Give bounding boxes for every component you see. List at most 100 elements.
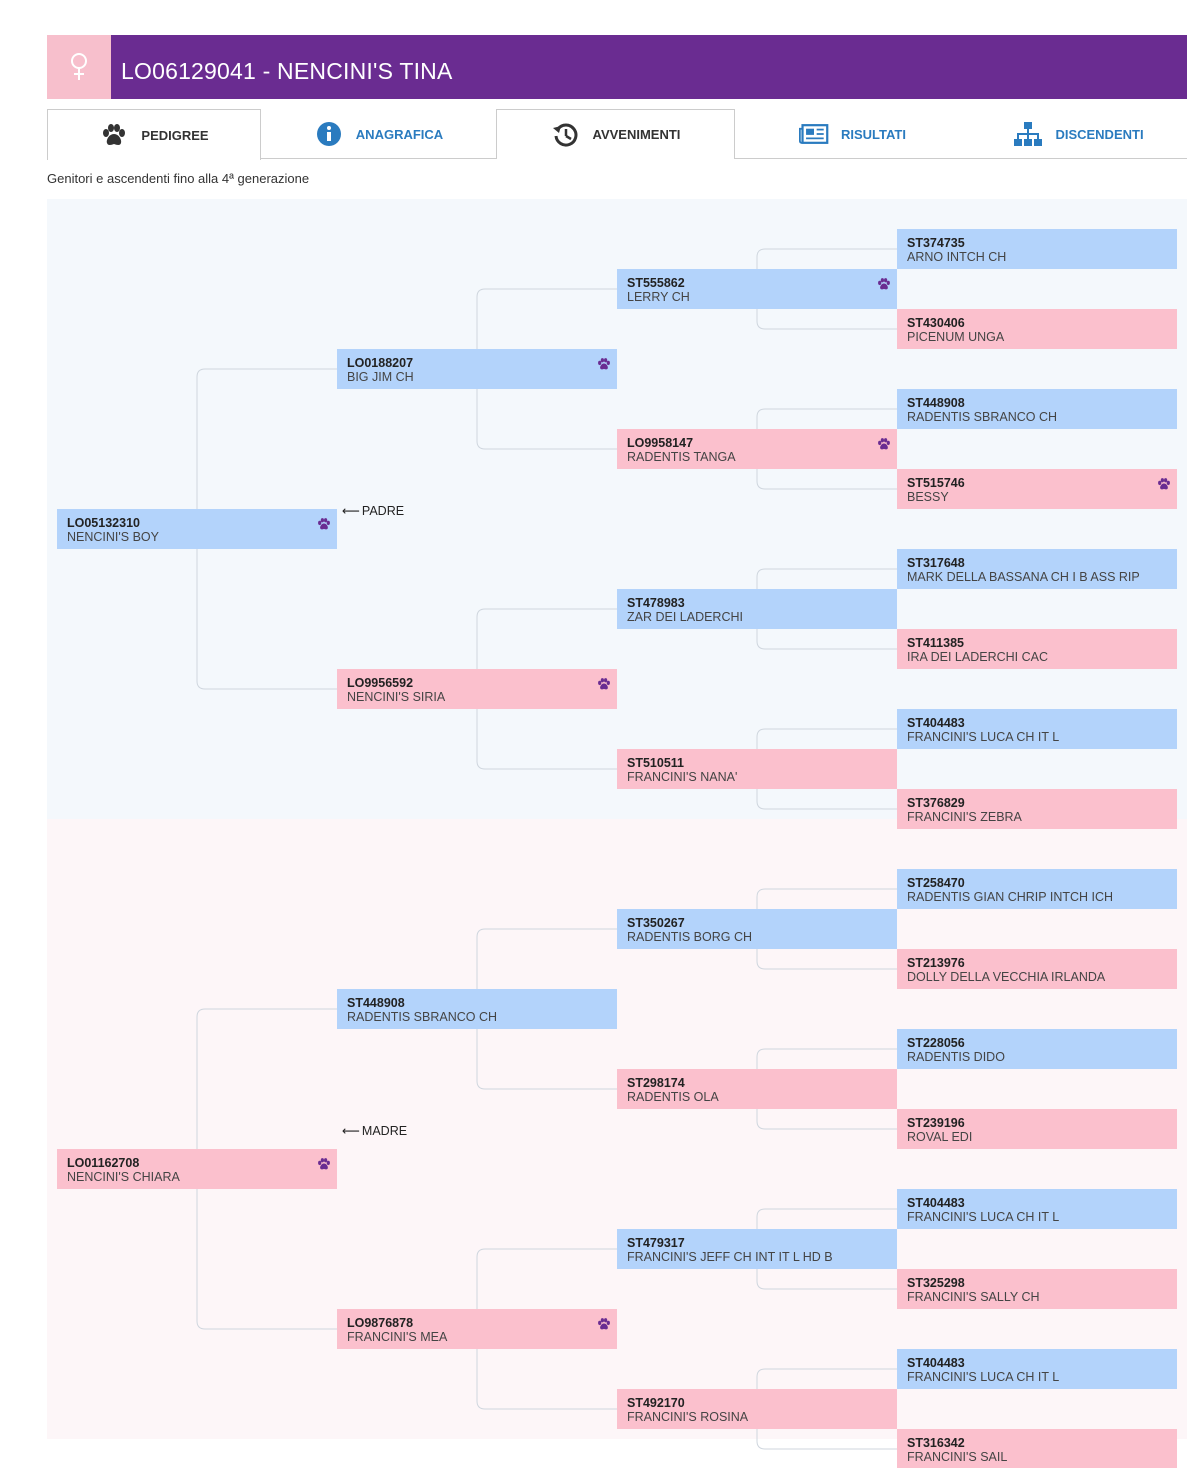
dog-name: FRANCINI'S ROSINA: [627, 1410, 749, 1424]
pedigree-dog-card[interactable]: ST479317 FRANCINI'S JEFF CH INT IT L HD B: [617, 1229, 897, 1269]
pedigree-subtitle: Genitori e ascendenti fino alla 4ª gener…: [47, 171, 310, 186]
newspaper-icon: [799, 119, 829, 149]
dog-registration-code: ST510511: [627, 756, 684, 770]
tab-risultati[interactable]: RISULTATI: [735, 109, 970, 159]
pedigree-dog-card[interactable]: ST376829 FRANCINI'S ZEBRA: [897, 789, 1177, 829]
pedigree-dog-card[interactable]: ST258470 RADENTIS GIAN CHRIP INTCH ICH: [897, 869, 1177, 909]
dog-registration-code: ST404483: [907, 716, 965, 730]
paw-icon[interactable]: [1157, 477, 1171, 491]
pedigree-dog-card[interactable]: ST404483 FRANCINI'S LUCA CH IT L: [897, 1189, 1177, 1229]
tab-label: RISULTATI: [841, 126, 906, 142]
dog-registration-code: ST258470: [907, 876, 965, 890]
dog-name: NENCINI'S CHIARA: [67, 1170, 180, 1184]
pedigree-dog-card[interactable]: ST316342 FRANCINI'S SAIL: [897, 1429, 1177, 1468]
dog-name: RADENTIS SBRANCO CH: [907, 410, 1058, 424]
paw-icon[interactable]: [597, 677, 611, 691]
paw-icon[interactable]: [317, 1157, 331, 1171]
tab-avvenimenti[interactable]: AVVENIMENTI: [496, 109, 735, 159]
dog-registration-code: ST228056: [907, 1036, 965, 1050]
pedigree-dog-card[interactable]: ST317648 MARK DELLA BASSANA CH I B ASS RI…: [897, 549, 1177, 589]
pedigree-dog-card[interactable]: ST404483 FRANCINI'S LUCA CH IT L: [897, 709, 1177, 749]
pedigree-dog-card[interactable]: ST510511 FRANCINI'S NANA': [617, 749, 897, 789]
pedigree-dog-card[interactable]: ST430406 PICENUM UNGA: [897, 309, 1177, 349]
dog-name: RADENTIS DIDO: [907, 1050, 1005, 1064]
pedigree-dog-card[interactable]: ST213976 DOLLY DELLA VECCHIA IRLANDA: [897, 949, 1177, 989]
pedigree-dog-card[interactable]: ST515746 BESSY: [897, 469, 1177, 509]
dog-registration-code: ST213976: [907, 956, 965, 970]
dog-name: RADENTIS GIAN CHRIP INTCH ICH: [907, 890, 1114, 904]
pedigree-dog-card[interactable]: ST492170 FRANCINI'S ROSINA: [617, 1389, 897, 1429]
father-label: PADRE: [361, 503, 405, 518]
pedigree-dog-card[interactable]: LO05132310 NENCINI'S BOY: [57, 509, 337, 549]
dog-registration-code: ST404483: [907, 1356, 965, 1370]
tab-anagrafica[interactable]: ANAGRAFICA: [261, 109, 496, 159]
tab-label: PEDIGREE: [141, 127, 209, 143]
dog-name: PICENUM UNGA: [907, 330, 1005, 344]
dog-registration-code: ST448908: [347, 996, 405, 1010]
paw-icon: [99, 120, 129, 150]
dog-name: ARNO INTCH CH: [907, 250, 1007, 264]
pedigree-dog-card[interactable]: ST411385 IRA DEI LADERCHI CAC: [897, 629, 1177, 669]
dog-name: FRANCINI'S SALLY CH: [907, 1290, 1040, 1304]
dog-name: NENCINI'S BOY: [67, 530, 159, 544]
history-icon: [551, 120, 581, 150]
paw-icon[interactable]: [877, 277, 891, 291]
dog-name: RADENTIS SBRANCO CH: [347, 1010, 498, 1024]
pedigree-dog-card[interactable]: LO0188207 BIG JIM CH: [337, 349, 617, 389]
dog-name: FRANCINI'S MEA: [347, 1330, 448, 1344]
mother-relation: ⟵ MADRE: [342, 1123, 407, 1139]
dog-name: FRANCINI'S ZEBRA: [907, 810, 1022, 824]
dog-registration-code: ST411385: [907, 636, 964, 650]
pedigree-dog-card[interactable]: ST448908 RADENTIS SBRANCO CH: [337, 989, 617, 1029]
paw-icon[interactable]: [877, 437, 891, 451]
dog-name: ZAR DEI LADERCHI: [627, 610, 743, 624]
pedigree-dog-card[interactable]: LO9876878 FRANCINI'S MEA: [337, 1309, 617, 1349]
tab-pedigree[interactable]: PEDIGREE: [47, 109, 261, 160]
page-header: LO06129041 - NENCINI'S TINA: [47, 35, 1187, 99]
dog-registration-code: LO05132310: [67, 516, 140, 530]
dog-name: BIG JIM CH: [347, 370, 414, 384]
paw-icon[interactable]: [317, 517, 331, 531]
paw-icon[interactable]: [597, 1317, 611, 1331]
pedigree-dog-card[interactable]: ST374735 ARNO INTCH CH: [897, 229, 1177, 269]
dog-registration-code: ST317648: [907, 556, 965, 570]
dog-name: IRA DEI LADERCHI CAC: [907, 650, 1049, 664]
tab-discendenti[interactable]: DISCENDENTI: [970, 109, 1187, 159]
pedigree-dog-card[interactable]: ST350267 RADENTIS BORG CH: [617, 909, 897, 949]
pedigree-dog-card[interactable]: LO9958147 RADENTIS TANGA: [617, 429, 897, 469]
pedigree-dog-card[interactable]: LO9956592 NENCINI'S SIRIA: [337, 669, 617, 709]
pedigree-dog-card[interactable]: ST239196 ROVAL EDI: [897, 1109, 1177, 1149]
dog-registration-code: ST350267: [627, 916, 685, 930]
dog-registration-code: ST430406: [907, 316, 965, 330]
pedigree-dog-card[interactable]: ST448908 RADENTIS SBRANCO CH: [897, 389, 1177, 429]
tab-label: ANAGRAFICA: [355, 126, 444, 142]
pedigree-dog-card[interactable]: ST404483 FRANCINI'S LUCA CH IT L: [897, 1349, 1177, 1389]
dog-registration-code: ST478983: [627, 596, 685, 610]
dog-name: RADENTIS BORG CH: [627, 930, 753, 944]
pedigree-dog-card[interactable]: ST228056 RADENTIS DIDO: [897, 1029, 1177, 1069]
dog-name: FRANCINI'S LUCA CH IT L: [907, 730, 1060, 744]
pedigree-dog-card[interactable]: ST325298 FRANCINI'S SALLY CH: [897, 1269, 1177, 1309]
pedigree-dog-card[interactable]: ST298174 RADENTIS OLA: [617, 1069, 897, 1109]
dog-name: FRANCINI'S LUCA CH IT L: [907, 1370, 1060, 1384]
dog-registration-code: ST492170: [627, 1396, 685, 1410]
father-relation: ⟵ PADRE: [342, 503, 405, 519]
dog-registration-code: ST325298: [907, 1276, 965, 1290]
pedigree-dog-card[interactable]: ST478983 ZAR DEI LADERCHI: [617, 589, 897, 629]
pedigree-dog-card[interactable]: ST555862 LERRY CH: [617, 269, 897, 309]
dog-registration-code: ST298174: [627, 1076, 685, 1090]
dog-registration-code: ST555862: [627, 276, 685, 290]
tab-bar: PEDIGREE ANAGRAFICA AVVENIMENTI: [47, 109, 1187, 160]
dog-name: ROVAL EDI: [907, 1130, 973, 1144]
paw-icon[interactable]: [597, 357, 611, 371]
dog-name: FRANCINI'S SAIL: [907, 1450, 1008, 1464]
dog-name: FRANCINI'S JEFF CH INT IT L HD B: [627, 1250, 833, 1264]
arrow-left-icon: ⟵: [342, 504, 360, 518]
dog-registration-code: LO0188207: [347, 356, 414, 370]
dog-name: FRANCINI'S NANA': [627, 770, 738, 784]
dog-registration-code: ST515746: [907, 476, 965, 490]
tab-label: AVVENIMENTI: [592, 127, 681, 142]
pedigree-dog-card[interactable]: LO01162708 NENCINI'S CHIARA: [57, 1149, 337, 1189]
dog-registration-code: ST376829: [907, 796, 965, 810]
dog-name: BESSY: [907, 490, 949, 504]
